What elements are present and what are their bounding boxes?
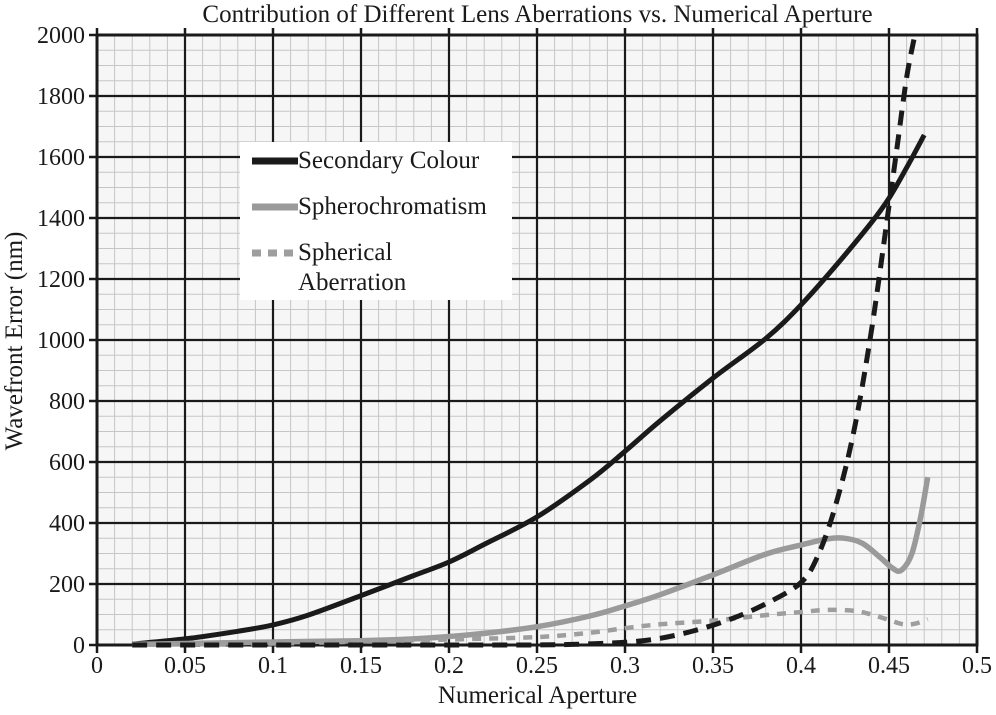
series-line-spherochromatism <box>132 476 931 648</box>
x-tick-label: 0.45 <box>868 653 910 679</box>
tick-marks <box>89 28 979 653</box>
legend-label: Secondary Colour <box>298 147 480 174</box>
x-tick-label: 0.1 <box>258 653 288 679</box>
legend-swatch-secondary-colour-solid-line-icon <box>252 157 298 165</box>
y-tick-label: 400 <box>49 511 85 537</box>
y-tick-label: 1200 <box>37 267 85 293</box>
legend-swatch-spherical-aberration-dashed-line-icon <box>252 249 298 257</box>
legend: Secondary Colour Spherochromatism Spherica… <box>240 142 512 300</box>
y-tick-label: 2000 <box>37 23 85 49</box>
x-axis-title: Numerical Aperture <box>437 682 638 709</box>
series-line-secondary-colour <box>131 133 927 647</box>
x-tick-label: 0.35 <box>692 653 734 679</box>
x-tick-label: 0.25 <box>516 653 558 679</box>
x-tick-label: 0.05 <box>164 653 206 679</box>
legend-label: Spherical Aberration <box>298 239 407 296</box>
x-tick-labels: 0 0.05 0.1 0.15 0.2 0.25 0.3 0.35 0.4 0.45 0.5 <box>91 653 992 679</box>
y-tick-label: 600 <box>49 450 85 476</box>
x-tick-label: 0.4 <box>786 653 816 679</box>
series-line-unlabelled-steep-curve-black-dashed <box>132 32 918 648</box>
x-tick-label: 0.2 <box>434 653 464 679</box>
legend-swatch-spherochromatism-solid-line-icon <box>252 203 298 211</box>
legend-item-secondary-colour: Secondary Colour <box>252 146 512 176</box>
y-tick-label: 1600 <box>37 145 85 171</box>
legend-item-spherochromatism: Spherochromatism <box>252 192 512 222</box>
legend-item-spherical-aberration: Spherical Aberration <box>252 238 512 298</box>
y-tick-label: 800 <box>49 389 85 415</box>
x-tick-label: 0 <box>91 653 103 679</box>
legend-label: Spherochromatism <box>298 193 487 220</box>
x-tick-label: 0.15 <box>340 653 382 679</box>
y-tick-labels: 0 200 400 600 800 1000 1200 1400 1600 1800 2000 <box>37 23 85 659</box>
series-line-spherical-aberration <box>132 607 929 647</box>
x-tick-label: 0.3 <box>610 653 640 679</box>
y-tick-label: 0 <box>73 633 85 659</box>
y-tick-label: 200 <box>49 572 85 598</box>
chart-title: Contribution of Different Lens Aberratio… <box>202 1 873 28</box>
y-tick-label: 1000 <box>37 328 85 354</box>
series-curves <box>131 32 931 648</box>
y-tick-label: 1400 <box>37 206 85 232</box>
x-tick-label: 0.5 <box>962 653 992 679</box>
y-tick-label: 1800 <box>37 84 85 110</box>
